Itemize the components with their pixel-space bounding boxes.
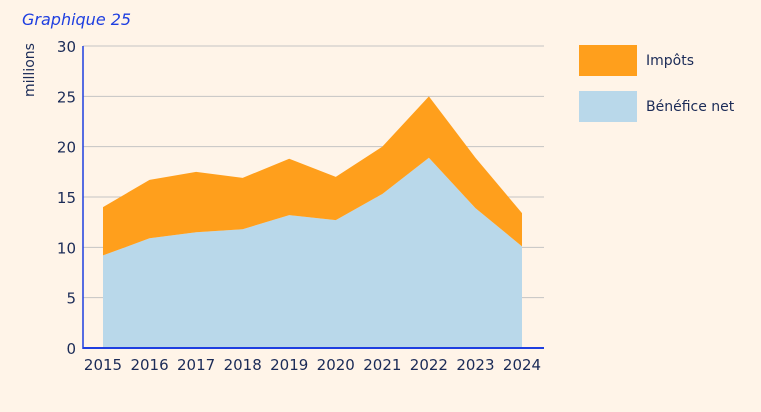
y-tick-label: 10 xyxy=(57,239,76,257)
legend-label: Impôts xyxy=(646,52,695,69)
area-imp-ts xyxy=(103,96,522,256)
x-tick-label: 2023 xyxy=(456,356,494,374)
x-tick-label: 2016 xyxy=(130,356,168,374)
y-tick-label: 25 xyxy=(57,88,76,106)
x-tick-label: 2015 xyxy=(84,356,122,374)
x-tick-label: 2021 xyxy=(363,356,401,374)
legend-item-benefice-net: Bénéfice net xyxy=(579,91,734,122)
y-tick-label: 30 xyxy=(57,38,76,56)
y-tick-label: 15 xyxy=(57,189,76,207)
y-tick-label: 20 xyxy=(57,139,76,157)
y-tick-label: 0 xyxy=(66,340,76,358)
y-tick-label: 5 xyxy=(66,290,76,308)
legend-swatch-benefice-net xyxy=(579,91,637,122)
chart-title: Graphique 25 xyxy=(22,10,132,29)
x-tick-label: 2022 xyxy=(410,356,448,374)
area-b-n-fice-net xyxy=(103,157,522,348)
legend: Impôts Bénéfice net xyxy=(579,45,734,137)
x-tick-label: 2018 xyxy=(224,356,262,374)
legend-label: Bénéfice net xyxy=(646,98,735,115)
x-tick-label: 2017 xyxy=(177,356,215,374)
x-tick-label: 2020 xyxy=(317,356,355,374)
x-tick-label: 2019 xyxy=(270,356,308,374)
legend-swatch-impots xyxy=(579,45,637,76)
x-tick-label: 2024 xyxy=(503,356,541,374)
legend-item-impots: Impôts xyxy=(579,45,734,76)
